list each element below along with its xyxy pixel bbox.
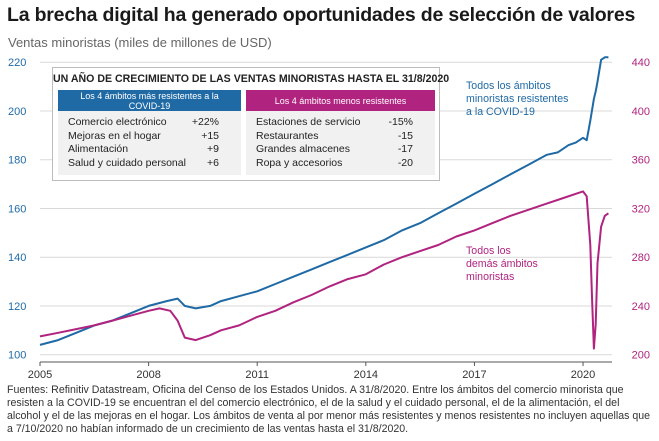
row-label: Ropa y accesorios xyxy=(256,156,343,169)
y-left-tick-label: 100 xyxy=(8,350,26,362)
y-left-tick-label: 140 xyxy=(8,252,26,264)
y-right-tick-label: 200 xyxy=(632,350,650,362)
x-tick-label: 2020 xyxy=(571,369,595,380)
least-resilient-header: Los 4 ámbitos menos resistentes xyxy=(246,90,435,111)
y-right-tick-label: 440 xyxy=(632,57,650,69)
annotation-line: a la COVID-19 xyxy=(466,106,535,118)
resilient-sales-line xyxy=(39,56,609,346)
most-resilient-header: Los 4 ámbitos más resistentes a la COVID… xyxy=(58,90,241,111)
y-right-tick-label: 400 xyxy=(632,106,650,118)
row-label: Restaurantes xyxy=(256,129,319,142)
least-resilient-row: Restaurantes -15 xyxy=(256,130,427,144)
y-left-tick-label: 160 xyxy=(8,203,26,215)
y-right-tick-label: 280 xyxy=(632,252,650,264)
annotation-line: Todos los ámbitos xyxy=(466,80,551,92)
row-value: -15 xyxy=(397,129,413,142)
y-left-tick-label: 200 xyxy=(8,106,26,118)
source-footnote: Fuentes: Refinitiv Datastream, Oficina d… xyxy=(7,384,651,435)
row-label: Comercio electrónico xyxy=(68,116,167,128)
row-value: +9 xyxy=(207,143,219,155)
annotation-line: Todos los xyxy=(466,245,511,257)
line-chart: 100 120 140 160 180 200 220 200 240 280 320 360 400 4… xyxy=(8,56,650,380)
y-left-tick-label: 180 xyxy=(8,155,26,167)
resilient-row: Alimentación +9 xyxy=(68,143,233,157)
y-right-tick-label: 240 xyxy=(632,301,650,313)
x-tick-label: 2011 xyxy=(245,369,269,380)
row-label: Alimentación xyxy=(68,143,129,155)
x-tick-label: 2017 xyxy=(462,369,486,380)
y-right-tick-label: 320 xyxy=(632,203,650,215)
resilient-row: Comercio electrónico +22% xyxy=(68,116,233,130)
x-tick-label: 2014 xyxy=(354,369,378,380)
y-right-tick-label: 360 xyxy=(632,155,650,167)
least-resilient-row: Estaciones de servicio -15% xyxy=(256,116,427,130)
growth-info-box: UN AÑO DE CRECIMIENTO DE LAS VENTAS MINO… xyxy=(52,67,450,181)
resilient-series-annotation: Todos los ámbitos minoristas resistentes… xyxy=(466,80,568,119)
other-sales-line xyxy=(39,190,609,350)
least-resilient-row: Grandes almacenes -17 xyxy=(256,143,427,157)
row-value: -17 xyxy=(397,143,413,155)
row-value: +15 xyxy=(201,129,219,142)
resilient-row: Salud y cuidado personal +6 xyxy=(68,157,233,171)
row-value: +22% xyxy=(191,116,219,128)
other-series-annotation: Todos los demás ámbitos minoristas xyxy=(466,245,538,284)
row-value: -20 xyxy=(397,156,413,169)
row-label: Grandes almacenes xyxy=(256,143,350,155)
x-tick-label: 2005 xyxy=(28,369,52,380)
annotation-line: minoristas xyxy=(466,271,515,283)
least-resilient-row: Ropa y accesorios -20 xyxy=(256,157,427,171)
resilient-row: Mejoras en el hogar +15 xyxy=(68,130,233,144)
row-value: -15% xyxy=(388,116,413,128)
annotation-line: minoristas resistentes xyxy=(466,93,569,105)
row-label: Salud y cuidado personal xyxy=(68,156,186,169)
row-label: Mejoras en el hogar xyxy=(68,129,161,142)
annotation-line: demás ámbitos xyxy=(466,258,538,270)
chart-title: La brecha digital ha generado oportunida… xyxy=(7,4,636,26)
y-left-tick-label: 120 xyxy=(8,301,26,313)
most-resilient-column: Los 4 ámbitos más resistentes a la COVID… xyxy=(58,90,241,175)
y-left-tick-label: 220 xyxy=(8,57,26,69)
row-label: Estaciones de servicio xyxy=(256,116,361,128)
least-resilient-column: Los 4 ámbitos menos resistentes Estacion… xyxy=(246,90,435,175)
x-tick-label: 2008 xyxy=(136,369,160,380)
info-box-title: UN AÑO DE CRECIMIENTO DE LAS VENTAS MINO… xyxy=(53,73,450,85)
row-value: +6 xyxy=(207,156,219,169)
chart-subtitle: Ventas minoristas (miles de millones de … xyxy=(8,35,272,50)
